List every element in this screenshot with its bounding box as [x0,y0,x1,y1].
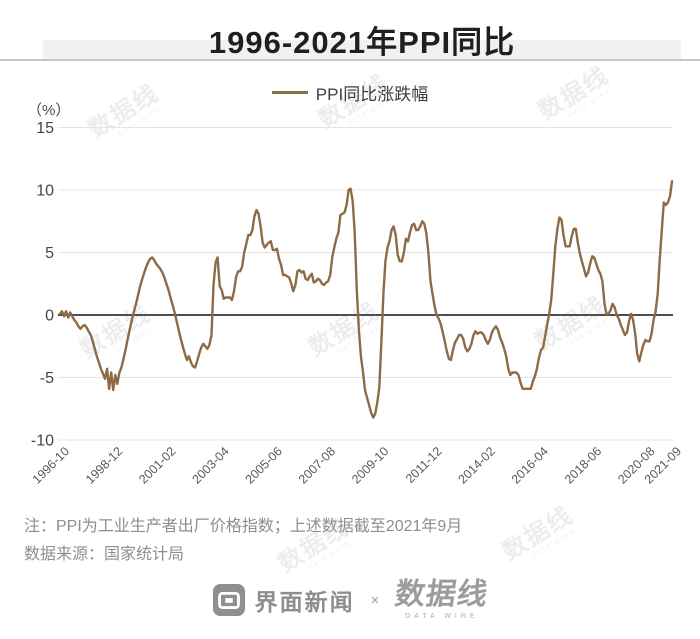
jiemian-logo-text: 界面新闻 [254,589,355,615]
x-tick-label: 2018-06 [562,444,604,486]
x-tick-label: 2005-06 [243,444,285,486]
logo-separator: × [370,591,380,609]
y-tick-label: 5 [45,245,54,262]
ppi-series-line [58,180,674,419]
datawire-logo-subtext: DATA WIRE [405,613,479,620]
x-tick-label: 2007-08 [296,444,338,486]
x-tick-label: 1998-12 [83,444,125,486]
legend-label: PPI同比涨跌幅 [315,85,429,104]
y-axis-unit-label: （%） [27,102,71,119]
x-tick-label: 2009-10 [349,444,391,486]
y-tick-label: -10 [31,433,54,450]
x-tick-label: 2011-12 [403,444,445,486]
footer-logos: 界面新闻 × 数据线 DATA WIRE [0,578,700,620]
x-tick-label: 2014-02 [456,444,498,486]
datawire-logo: 数据线 DATA WIRE [393,578,491,620]
title-band [43,40,681,59]
y-tick-label: 15 [36,120,54,137]
x-tick-label: 2001-02 [136,444,178,486]
datawire-logo-text: 数据线 [393,578,491,611]
x-tick-label: 2003-04 [189,444,231,486]
title-divider [0,59,700,61]
y-tick-label: 10 [36,183,54,200]
x-tick-label: 1996-10 [30,444,72,486]
page-title: 1996-2021年PPI同比 [208,25,516,60]
y-tick-label: 0 [45,308,54,325]
chart-legend: PPI同比涨跌幅 [0,80,700,105]
jiemian-logo-icon [212,583,245,617]
legend-line-swatch [271,91,308,94]
footnote-source: 数据来源：国家统计局 [24,546,185,563]
footnote-definition: 注：PPI为工业生产者出厂价格指数；上述数据截至2021年9月 [24,518,463,535]
x-tick-label: 2016-04 [509,444,551,486]
y-tick-label: -5 [40,370,54,387]
